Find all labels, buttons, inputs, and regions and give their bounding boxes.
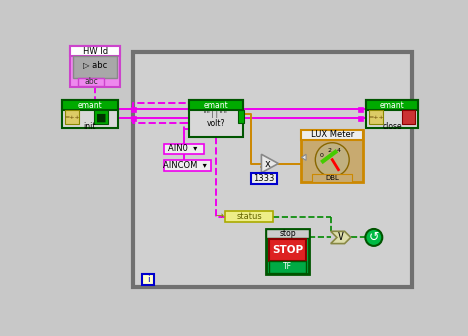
Bar <box>225 211 273 222</box>
Text: init: init <box>83 122 96 131</box>
Text: 1333: 1333 <box>253 174 274 183</box>
Bar <box>301 130 363 140</box>
Text: stop: stop <box>279 229 296 238</box>
Text: HW Id: HW Id <box>82 47 108 55</box>
Bar <box>73 56 117 78</box>
Text: =++: =++ <box>368 115 384 120</box>
Polygon shape <box>301 154 306 161</box>
Bar <box>266 229 309 274</box>
Circle shape <box>366 229 382 246</box>
Bar <box>266 229 309 238</box>
Bar <box>142 275 154 285</box>
Bar <box>71 46 120 56</box>
Bar <box>301 130 363 182</box>
Bar <box>131 107 136 112</box>
Bar <box>189 100 243 137</box>
Text: AIN0  ▾: AIN0 ▾ <box>168 144 197 154</box>
Text: ""||"": ""||"" <box>203 111 229 118</box>
Text: 0: 0 <box>320 153 323 158</box>
Bar <box>62 100 118 110</box>
Text: LUX Meter: LUX Meter <box>311 130 354 139</box>
Text: i: i <box>147 275 150 284</box>
Bar <box>269 239 306 260</box>
Bar <box>95 111 108 124</box>
Bar <box>164 143 205 154</box>
Bar <box>78 78 104 86</box>
Bar <box>369 111 383 124</box>
Text: ■: ■ <box>96 112 107 122</box>
Text: ▷ abc: ▷ abc <box>83 60 107 70</box>
Bar <box>65 111 79 124</box>
Bar <box>62 100 118 128</box>
Bar <box>164 161 211 171</box>
Text: status: status <box>236 212 262 221</box>
Text: x: x <box>264 159 271 169</box>
Bar <box>133 52 411 287</box>
Bar <box>131 116 136 121</box>
Polygon shape <box>331 231 351 244</box>
Text: AINCOM  ▾: AINCOM ▾ <box>163 161 207 170</box>
Bar <box>358 107 363 112</box>
Text: TF: TF <box>283 262 292 271</box>
Text: volt?: volt? <box>207 119 225 128</box>
Bar <box>189 100 243 110</box>
Text: V: V <box>338 233 344 243</box>
Bar <box>358 116 363 121</box>
Text: emant: emant <box>380 100 405 110</box>
Text: =++: =++ <box>64 115 80 120</box>
Text: emant: emant <box>77 100 102 110</box>
Bar <box>238 110 244 124</box>
Text: STOP: STOP <box>272 245 303 255</box>
Text: DBL: DBL <box>325 175 339 181</box>
Circle shape <box>315 143 349 177</box>
Polygon shape <box>262 154 278 173</box>
Text: 2: 2 <box>327 148 331 153</box>
Text: →: → <box>216 211 224 221</box>
Text: 4: 4 <box>336 148 340 153</box>
Bar <box>251 173 277 183</box>
Text: ↺: ↺ <box>369 231 379 244</box>
Text: emant: emant <box>204 100 228 110</box>
Text: close: close <box>382 122 402 131</box>
Bar <box>71 46 120 87</box>
Bar <box>402 111 416 124</box>
Bar <box>269 260 306 273</box>
Bar <box>366 100 418 128</box>
Bar <box>366 100 418 110</box>
Text: abc: abc <box>84 77 98 86</box>
Bar <box>312 174 352 182</box>
